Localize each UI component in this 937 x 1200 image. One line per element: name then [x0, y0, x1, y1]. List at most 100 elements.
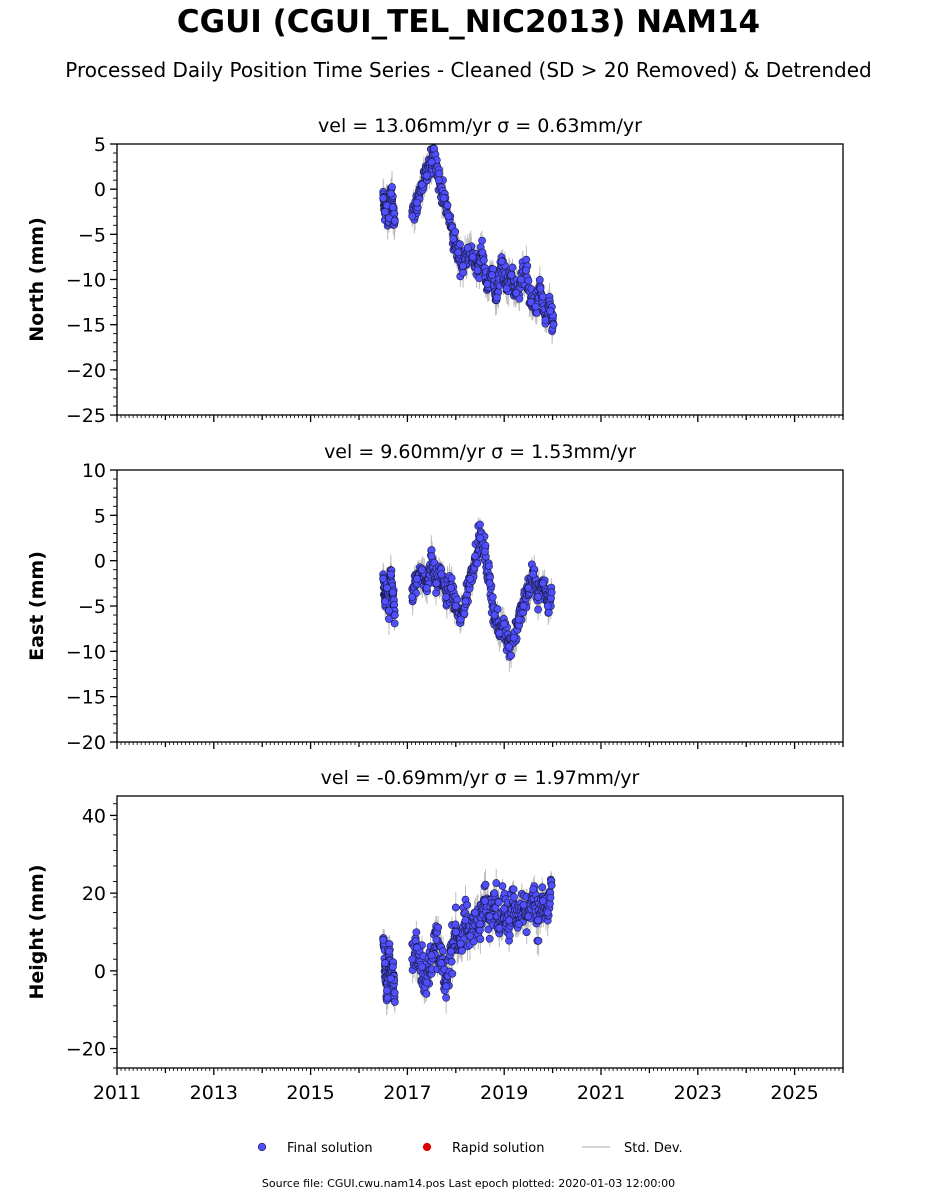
data-point	[490, 889, 499, 898]
data-point	[539, 897, 547, 905]
y-tick-label: −25	[66, 405, 106, 427]
data-point	[439, 194, 448, 203]
data-point	[456, 615, 465, 624]
data-point	[514, 920, 523, 929]
data-point	[408, 593, 417, 601]
data-point	[507, 271, 516, 279]
data-point	[508, 263, 517, 272]
final-solution-points	[379, 520, 556, 661]
data-point	[466, 574, 475, 583]
data-point	[434, 176, 443, 185]
data-point	[534, 936, 543, 945]
data-point	[459, 268, 467, 277]
data-point	[418, 963, 426, 971]
data-point	[535, 276, 544, 284]
data-point	[497, 257, 506, 266]
source-footer: Source file: CGUI.cwu.nam14.pos Last epo…	[261, 1177, 676, 1190]
data-point	[534, 605, 542, 614]
data-point	[439, 947, 447, 955]
data-point	[524, 583, 533, 592]
data-point	[443, 201, 452, 210]
data-point	[471, 552, 480, 561]
data-point	[390, 998, 399, 1006]
data-point	[456, 939, 465, 948]
data-point	[485, 579, 494, 588]
data-point	[461, 916, 470, 925]
data-point	[381, 959, 390, 967]
data-point	[534, 916, 542, 925]
data-point	[422, 171, 431, 180]
data-point	[413, 198, 421, 207]
data-point	[493, 293, 501, 302]
data-point	[485, 562, 493, 570]
y-tick-label: −20	[66, 1039, 106, 1061]
data-point	[447, 947, 455, 956]
plot-frame	[116, 469, 844, 743]
data-point	[383, 986, 391, 995]
x-tick-label: 2021	[577, 1082, 625, 1104]
data-point	[447, 583, 455, 592]
y-tick-label: −10	[66, 641, 106, 663]
data-point	[505, 642, 513, 651]
data-point	[447, 957, 456, 966]
data-point	[543, 602, 552, 610]
data-point	[524, 912, 533, 921]
data-point	[449, 234, 458, 243]
data-point	[534, 593, 542, 601]
data-layer	[379, 144, 558, 345]
data-point	[463, 243, 472, 252]
data-point	[388, 588, 397, 597]
y-tick-label: −15	[66, 687, 106, 709]
data-point	[522, 266, 530, 275]
data-point	[381, 597, 390, 606]
data-point	[479, 256, 488, 265]
data-point	[385, 606, 393, 615]
y-tick-label: 5	[94, 134, 106, 156]
panel-title: vel = -0.69mm/yr σ = 1.97mm/yr	[321, 767, 640, 789]
legend-label: Rapid solution	[452, 1141, 544, 1156]
final-solution-marker-icon	[257, 1142, 267, 1152]
y-tick-label: 0	[94, 179, 106, 201]
x-tick-label: 2025	[770, 1082, 818, 1104]
data-point	[481, 880, 490, 889]
data-layer	[379, 517, 556, 673]
data-point	[427, 158, 436, 166]
x-tick-label: 2015	[286, 1082, 334, 1104]
data-point	[494, 898, 503, 907]
y-tick-label: −5	[78, 224, 106, 246]
data-point	[451, 903, 460, 912]
y-tick-label: 40	[82, 805, 106, 827]
data-point	[387, 189, 395, 198]
data-point	[541, 316, 550, 325]
data-point	[451, 602, 460, 610]
std-dev-bars	[382, 144, 555, 345]
data-point	[437, 959, 446, 967]
legend-label: Final solution	[287, 1141, 373, 1156]
y-axis-label: Height (mm)	[26, 864, 48, 999]
y-tick-label: −5	[78, 596, 106, 618]
data-point	[480, 547, 489, 556]
data-point	[390, 619, 399, 628]
data-point	[476, 920, 484, 929]
data-point	[408, 955, 417, 964]
data-point	[478, 248, 487, 257]
data-point	[379, 574, 388, 583]
data-point	[478, 236, 486, 245]
data-point	[476, 935, 485, 943]
data-point	[435, 169, 444, 178]
data-point	[526, 298, 535, 306]
data-point	[442, 982, 451, 991]
data-point	[522, 255, 531, 264]
y-tick-label: −15	[66, 315, 106, 337]
data-point	[468, 253, 477, 261]
x-tick-label: 2019	[480, 1082, 528, 1104]
data-point	[547, 881, 556, 890]
y-tick-label: 5	[94, 505, 106, 527]
data-point	[379, 194, 388, 203]
x-tick-label: 2023	[674, 1082, 722, 1104]
data-point	[546, 307, 555, 316]
data-point	[480, 897, 489, 905]
y-tick-label: 0	[94, 551, 106, 573]
final-solution-points	[379, 875, 556, 1006]
data-point	[512, 289, 521, 297]
